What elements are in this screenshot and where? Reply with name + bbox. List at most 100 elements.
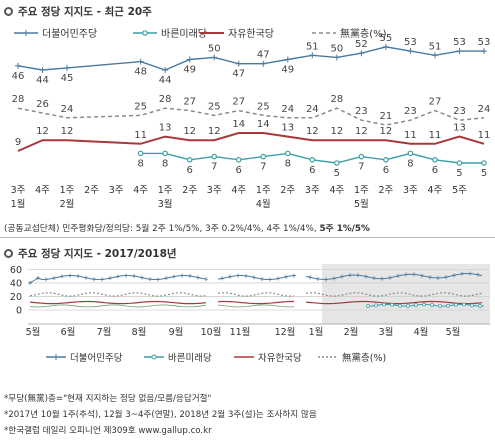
data-point <box>244 273 248 278</box>
data-label: 12 <box>36 126 49 137</box>
data-label: 50 <box>208 43 221 54</box>
data-point <box>396 273 400 278</box>
data-label: 27 <box>183 97 196 108</box>
data-point <box>39 67 46 73</box>
data-point <box>204 277 208 282</box>
data-point <box>333 54 340 61</box>
data-label: 25 <box>257 101 270 112</box>
chart1-footnote: (공동교섭단체) 민주평화당/정의당: 5월 2주 1%/5%, 3주 0.2%… <box>4 221 370 234</box>
legend-label: 자유한국당 <box>258 353 302 364</box>
y-tick-label: 0 <box>16 306 22 317</box>
data-label: 45 <box>61 73 74 84</box>
x-tick-label: 7월 <box>97 326 112 338</box>
data-label: 25 <box>134 101 147 112</box>
x-tick-month: 5월 <box>354 198 369 210</box>
data-point <box>398 303 402 308</box>
data-point <box>180 273 184 278</box>
x-tick-label: 3월 <box>379 326 394 338</box>
x-tick-label: 6월 <box>61 326 76 338</box>
data-point <box>366 304 370 308</box>
x-tick-label: 1주 <box>256 185 271 196</box>
data-point <box>452 273 456 278</box>
data-point <box>404 272 408 277</box>
data-point <box>44 277 48 282</box>
data-point <box>60 274 64 279</box>
data-label: 44 <box>36 75 49 86</box>
legend-marker <box>53 354 59 360</box>
data-label: 11 <box>429 130 442 141</box>
data-point <box>92 277 96 282</box>
y-tick-label: 20 <box>10 292 22 303</box>
legend-item: 無黨층(%) <box>318 352 386 364</box>
data-label: 11 <box>478 130 491 141</box>
chart2-x-axis: 5월 6월 7월 8월 9월 10월 11월 12월 1월 2월 3월 4월 5월 <box>26 323 490 338</box>
data-label: 47 <box>257 50 270 61</box>
data-label: 13 <box>281 123 294 134</box>
data-point <box>481 160 487 166</box>
x-tick-label: 5월 <box>26 326 41 338</box>
legend-item: 바른미래당 <box>133 28 207 40</box>
data-point <box>124 273 128 278</box>
data-point <box>420 273 424 278</box>
data-label: 28 <box>12 94 25 105</box>
footnote-text-bold: 5주 1%/5% <box>319 224 370 234</box>
data-point <box>358 153 365 160</box>
data-label: 12 <box>355 126 368 137</box>
data-label: 8 <box>285 158 291 169</box>
data-label: 27 <box>429 97 442 108</box>
chart2-legend: 더불어민주당 바른미래당 자유한국당 無黨층(%) <box>46 352 386 364</box>
x-tick-label: 4주 <box>231 185 246 196</box>
data-label: 14 <box>232 119 245 130</box>
data-label: 49 <box>183 65 196 76</box>
data-point <box>332 276 336 281</box>
data-label: 5 <box>481 168 487 179</box>
series-line-libertykorea <box>29 300 483 305</box>
data-label: 53 <box>404 37 417 48</box>
x-tick-label: 4주 <box>35 185 50 196</box>
data-point <box>76 274 80 279</box>
data-label: 12 <box>183 126 196 137</box>
chart1-series <box>15 43 487 166</box>
data-label: 48 <box>134 67 147 78</box>
data-point <box>356 273 360 278</box>
data-point <box>436 275 440 280</box>
data-point <box>431 52 438 59</box>
data-label: 21 <box>380 111 393 122</box>
data-point <box>481 48 487 55</box>
data-point <box>292 273 296 278</box>
data-point <box>454 302 458 307</box>
legend-marker <box>23 30 29 36</box>
data-label: 9 <box>15 137 21 148</box>
x-tick-label: 8월 <box>132 326 147 338</box>
data-point <box>235 157 242 163</box>
data-point <box>468 271 472 276</box>
data-point <box>284 150 291 157</box>
legend-item: 더불어민주당 <box>14 28 97 40</box>
data-label: 52 <box>355 39 368 50</box>
x-tick-label: 9월 <box>169 326 184 338</box>
data-point <box>478 304 482 308</box>
data-point <box>84 275 88 280</box>
data-point <box>390 302 394 307</box>
x-tick-label: 2주 <box>378 185 393 196</box>
data-point <box>383 157 389 163</box>
data-point <box>444 275 448 280</box>
data-label: 12 <box>380 126 393 137</box>
data-point <box>446 303 450 308</box>
data-point <box>36 276 40 281</box>
data-point <box>358 50 365 57</box>
x-tick-label: 4월 <box>414 326 429 338</box>
x-tick-label: 1주 <box>158 185 173 196</box>
data-point <box>412 272 416 277</box>
chart1-title: 주요 정당 지지도 - 최근 20주 <box>4 4 152 19</box>
data-label: 24 <box>478 104 491 115</box>
data-point <box>456 48 463 55</box>
data-point <box>52 276 56 281</box>
data-label: 12 <box>306 126 319 137</box>
x-tick-month: 4월 <box>256 198 271 210</box>
data-label: 8 <box>162 158 168 169</box>
data-point <box>164 276 168 281</box>
chart2-grid: 0 20 40 60 <box>10 265 490 317</box>
data-label: 11 <box>404 130 417 141</box>
data-point <box>456 160 463 166</box>
